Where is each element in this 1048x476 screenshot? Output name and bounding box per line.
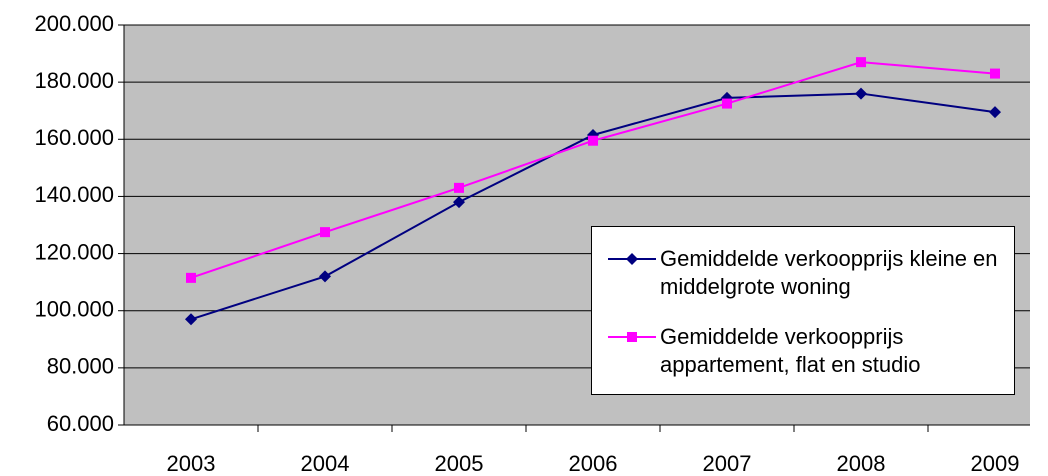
marker [588,135,598,146]
x-tick-label: 2003 [167,451,216,476]
x-tick-label: 2004 [301,451,350,476]
marker [454,182,464,193]
y-tick-label: 160.000 [34,125,114,150]
x-tick-label: 2008 [837,451,886,476]
legend: Gemiddelde verkoopprijs kleine en middel… [591,226,1015,395]
y-tick-label: 100.000 [34,297,114,322]
x-tick-label: 2009 [971,451,1020,476]
marker [186,272,196,283]
legend-label: Gemiddelde verkoopprijs kleine en middel… [660,246,998,299]
y-tick-label: 140.000 [34,182,114,207]
marker [627,332,637,342]
x-tick-label: 2006 [569,451,618,476]
marker [855,87,867,100]
y-tick-label: 120.000 [34,239,114,264]
marker [626,253,638,265]
y-tick-label: 180.000 [34,68,114,93]
legend-entry: Gemiddelde verkoopprijs appartement, fla… [608,323,1014,379]
legend-swatch [608,253,656,265]
x-tick-label: 2007 [703,451,752,476]
legend-label: Gemiddelde verkoopprijs appartement, fla… [660,324,921,377]
marker [722,98,732,109]
legend-swatch [608,332,656,342]
marker [453,196,465,209]
marker [320,227,330,238]
y-tick-label: 200.000 [34,11,114,36]
marker [989,106,1001,119]
y-tick-label: 60.000 [47,411,114,436]
y-tick-label: 80.000 [47,354,114,379]
marker [319,270,331,283]
legend-entry: Gemiddelde verkoopprijs kleine en middel… [608,245,1014,301]
marker [185,313,197,326]
marker [856,57,866,68]
marker [990,68,1000,79]
x-tick-label: 2005 [435,451,484,476]
